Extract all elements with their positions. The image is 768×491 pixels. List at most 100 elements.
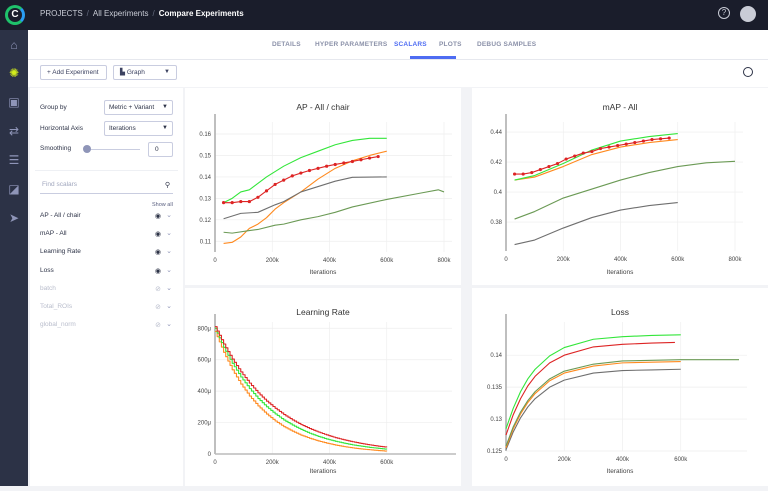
series-line[interactable]: [215, 327, 388, 450]
smoothing-slider-handle[interactable]: [83, 145, 91, 153]
data-point[interactable]: [607, 145, 611, 149]
chevron-down-icon[interactable]: ⌄: [166, 303, 172, 310]
series-line[interactable]: [505, 334, 681, 429]
eye-off-icon[interactable]: ⊘: [155, 322, 161, 330]
series-line[interactable]: [505, 359, 739, 447]
data-point[interactable]: [521, 172, 525, 176]
data-point[interactable]: [658, 137, 663, 141]
find-scalars-input[interactable]: Find scalars ⚲: [40, 181, 173, 194]
data-point[interactable]: [650, 137, 654, 142]
data-point[interactable]: [359, 158, 363, 162]
smoothing-input[interactable]: 0: [148, 142, 173, 157]
eye-off-icon[interactable]: ⊘: [155, 304, 161, 311]
datasets-icon[interactable]: ☰: [8, 153, 20, 167]
group-by-select[interactable]: Metric + Variant ▼: [104, 100, 173, 115]
data-point[interactable]: [239, 199, 243, 204]
data-point[interactable]: [290, 174, 294, 178]
annotate-icon[interactable]: ◪: [8, 182, 20, 196]
scalar-metric-item[interactable]: Learning Rate ◉ ⌄: [40, 248, 173, 258]
data-point[interactable]: [633, 140, 637, 145]
chevron-down-icon[interactable]: ⌄: [166, 212, 172, 219]
tab-hyper-parameters[interactable]: HYPER PARAMETERS: [315, 41, 388, 48]
data-point[interactable]: [530, 170, 534, 175]
series-line[interactable]: [223, 150, 387, 244]
data-point[interactable]: [367, 156, 372, 160]
data-point[interactable]: [598, 146, 603, 151]
scalar-metric-item[interactable]: mAP - All ◉ ⌄: [40, 230, 173, 240]
eye-icon[interactable]: ◉: [154, 231, 161, 239]
pipelines-icon[interactable]: ⇄: [8, 124, 20, 138]
data-point[interactable]: [667, 136, 671, 140]
data-point[interactable]: [256, 195, 260, 199]
chevron-down-icon[interactable]: ⌄: [166, 248, 172, 256]
series-line[interactable]: [215, 326, 388, 448]
scalar-metric-item[interactable]: AP - All / chair ◉ ⌄: [40, 212, 173, 222]
data-point[interactable]: [555, 161, 560, 166]
show-all-link[interactable]: Show all: [152, 202, 173, 208]
data-point[interactable]: [307, 168, 312, 173]
series-line[interactable]: [505, 368, 681, 450]
user-avatar[interactable]: [740, 6, 756, 22]
tab-details[interactable]: DETAILS: [272, 41, 301, 48]
data-point[interactable]: [221, 201, 226, 205]
data-point[interactable]: [247, 199, 251, 204]
data-point[interactable]: [376, 154, 380, 159]
data-point[interactable]: [641, 139, 645, 143]
data-point[interactable]: [624, 142, 628, 146]
series-line[interactable]: [514, 139, 678, 181]
chevron-down-icon[interactable]: ⌄: [166, 321, 172, 329]
ap-chair-chart[interactable]: 0.11 0.12 0.13 0.14 0.15 0.16 0 200k 400k 600k 800…: [185, 88, 461, 285]
add-experiment-button[interactable]: + Add Experiment: [40, 65, 107, 80]
breadcrumb-projects[interactable]: PROJECTS: [40, 9, 83, 18]
series-line[interactable]: [223, 137, 387, 204]
tab-scalars[interactable]: SCALARS: [394, 41, 427, 48]
tab-debug-samples[interactable]: DEBUG SAMPLES: [477, 41, 537, 48]
data-point[interactable]: [350, 159, 354, 164]
series-line[interactable]: [223, 176, 387, 220]
series-line[interactable]: [514, 202, 678, 246]
series-line[interactable]: [223, 189, 445, 234]
data-point[interactable]: [590, 149, 594, 154]
smoothing-slider[interactable]: [87, 149, 140, 150]
data-point[interactable]: [573, 154, 577, 158]
eye-icon[interactable]: ◉: [154, 213, 161, 220]
view-select[interactable]: ▙ Graph ▼: [113, 65, 177, 80]
data-point[interactable]: [342, 161, 346, 165]
images-icon[interactable]: ▣: [8, 95, 20, 109]
chevron-down-icon[interactable]: ⌄: [166, 230, 172, 238]
app-logo[interactable]: C: [5, 5, 25, 25]
horizontal-axis-select[interactable]: Iterations ▼: [104, 121, 173, 136]
series-line[interactable]: [514, 160, 736, 220]
scalar-metric-item[interactable]: global_norm ⊘ ⌄: [40, 321, 173, 331]
series-line[interactable]: [514, 133, 678, 181]
question-icon[interactable]: ?: [718, 7, 730, 19]
data-point[interactable]: [282, 178, 286, 182]
deploy-icon[interactable]: ➤: [8, 211, 20, 225]
home-icon[interactable]: ⌂: [10, 38, 18, 52]
data-point[interactable]: [581, 151, 585, 155]
loss-chart[interactable]: 0.125 0.13 0.135 0.14 0 200k 400k 600k: [472, 288, 768, 486]
chevron-down-icon[interactable]: ⌄: [166, 266, 172, 274]
map-all-chart[interactable]: 0.38 0.4 0.42 0.44 0 200k 400k 600k 800k: [472, 88, 768, 285]
scalar-metric-item[interactable]: batch ⊘ ⌄: [40, 285, 173, 295]
tab-plots[interactable]: PLOTS: [439, 41, 462, 48]
data-point[interactable]: [264, 189, 269, 193]
chevron-down-icon[interactable]: ⌄: [166, 284, 172, 292]
learning-rate-chart[interactable]: 0 200μ 400μ 600μ 800μ 0 200k 400k 600k: [185, 288, 461, 486]
data-point[interactable]: [333, 162, 337, 167]
scalar-metric-item[interactable]: Total_ROIs ⊘ ⌄: [40, 303, 173, 313]
brain-icon[interactable]: ✺: [8, 66, 20, 80]
data-point[interactable]: [512, 172, 517, 176]
data-point[interactable]: [230, 201, 234, 205]
data-point[interactable]: [616, 143, 620, 148]
auto-refresh-icon[interactable]: [743, 67, 753, 77]
eye-off-icon[interactable]: ⊘: [155, 285, 161, 293]
series-line[interactable]: [505, 341, 675, 436]
data-point[interactable]: [325, 164, 329, 168]
search-icon[interactable]: ⚲: [164, 182, 170, 189]
data-point[interactable]: [538, 167, 542, 172]
series-line[interactable]: [215, 330, 388, 452]
data-point[interactable]: [273, 182, 277, 187]
series-line[interactable]: [505, 361, 681, 449]
data-point[interactable]: [316, 166, 320, 170]
